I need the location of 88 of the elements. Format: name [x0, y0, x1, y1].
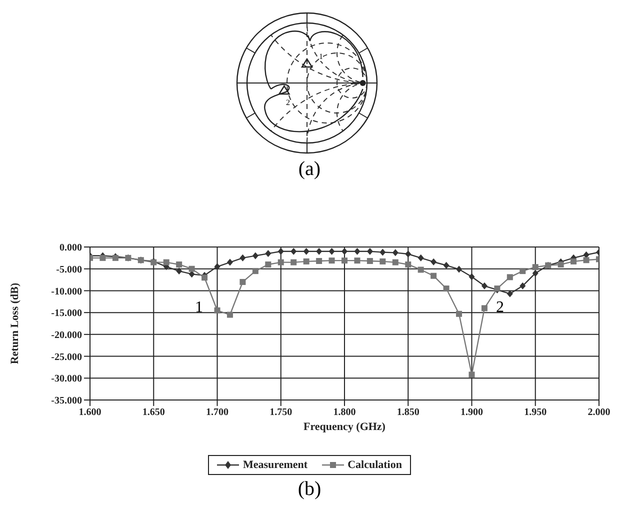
point — [520, 282, 526, 290]
point — [481, 305, 488, 312]
point — [214, 307, 220, 314]
point — [468, 372, 475, 378]
annotation: 2 — [495, 299, 505, 316]
x-tick-label: 1.950 — [524, 407, 547, 418]
point — [278, 248, 284, 255]
point — [392, 259, 398, 266]
y-tick-label: 0.000 — [60, 242, 82, 254]
point — [380, 258, 386, 264]
annotation: 1 — [194, 299, 204, 316]
point — [366, 258, 373, 264]
point — [226, 312, 233, 318]
point — [252, 268, 258, 274]
point — [506, 274, 513, 280]
point — [163, 259, 170, 266]
text: 2 — [286, 98, 290, 107]
point — [342, 248, 348, 255]
point — [100, 254, 106, 261]
point — [443, 286, 450, 292]
point — [188, 270, 195, 278]
text: (b) — [296, 478, 322, 501]
x-tick-label: 1.700 — [206, 407, 228, 418]
point — [418, 266, 424, 273]
point — [380, 248, 386, 256]
point — [303, 258, 310, 264]
point — [226, 258, 233, 266]
y-tick-label: -20.000 — [51, 330, 82, 341]
point — [558, 261, 564, 268]
point — [405, 261, 412, 268]
point — [240, 278, 246, 285]
point — [316, 258, 322, 264]
point — [405, 250, 412, 258]
point — [354, 248, 360, 255]
point — [430, 258, 437, 266]
point — [303, 248, 310, 255]
point — [506, 290, 513, 298]
x-tick-label: 1.850 — [396, 407, 420, 418]
point — [342, 258, 348, 264]
point — [443, 262, 450, 269]
point — [392, 249, 398, 256]
y-tick-label: -15.000 — [51, 308, 82, 320]
point — [418, 254, 424, 262]
point — [520, 268, 526, 274]
y-tick-label: -30.000 — [51, 374, 82, 385]
y-tick-label: -25.000 — [51, 352, 82, 363]
point — [278, 259, 284, 266]
point — [328, 248, 335, 255]
point — [290, 259, 297, 266]
point — [176, 261, 182, 268]
y-tick-label: -35.000 — [51, 396, 82, 407]
x-tick-label: 1.600 — [78, 407, 102, 418]
x-tick-label: 1.900 — [460, 407, 483, 418]
legend-label: Measurement — [243, 459, 308, 471]
point — [532, 264, 538, 270]
x-tick-label: 1.800 — [333, 407, 356, 418]
x-tick-label: 1.750 — [270, 407, 292, 418]
point — [532, 270, 538, 277]
point — [430, 272, 437, 279]
x-tick-label: 2.000 — [588, 407, 610, 418]
point — [265, 250, 272, 258]
point — [366, 248, 373, 255]
point — [202, 274, 208, 281]
x-tick-label: 1.650 — [142, 407, 165, 418]
y-tick-label: -5.000 — [56, 264, 82, 276]
point — [290, 248, 297, 255]
point — [468, 273, 475, 280]
point — [176, 268, 182, 275]
y-axis-title: Return Loss (dB) — [8, 282, 21, 364]
legend-label: Calculation — [348, 459, 402, 471]
point — [316, 248, 322, 255]
point — [328, 258, 335, 264]
point — [456, 266, 462, 273]
point — [456, 310, 462, 317]
x-axis-title: Frequency (GHz) — [304, 420, 386, 433]
point — [354, 258, 360, 264]
point — [481, 282, 488, 290]
point — [583, 257, 590, 264]
point — [188, 266, 195, 272]
text: (a) — [297, 158, 322, 181]
point — [240, 254, 246, 262]
text: 1 — [319, 52, 323, 61]
point — [583, 251, 590, 258]
point — [570, 258, 577, 264]
y-tick-label: -10.000 — [51, 286, 82, 298]
point — [265, 261, 272, 268]
point — [252, 252, 258, 260]
point — [214, 263, 220, 270]
